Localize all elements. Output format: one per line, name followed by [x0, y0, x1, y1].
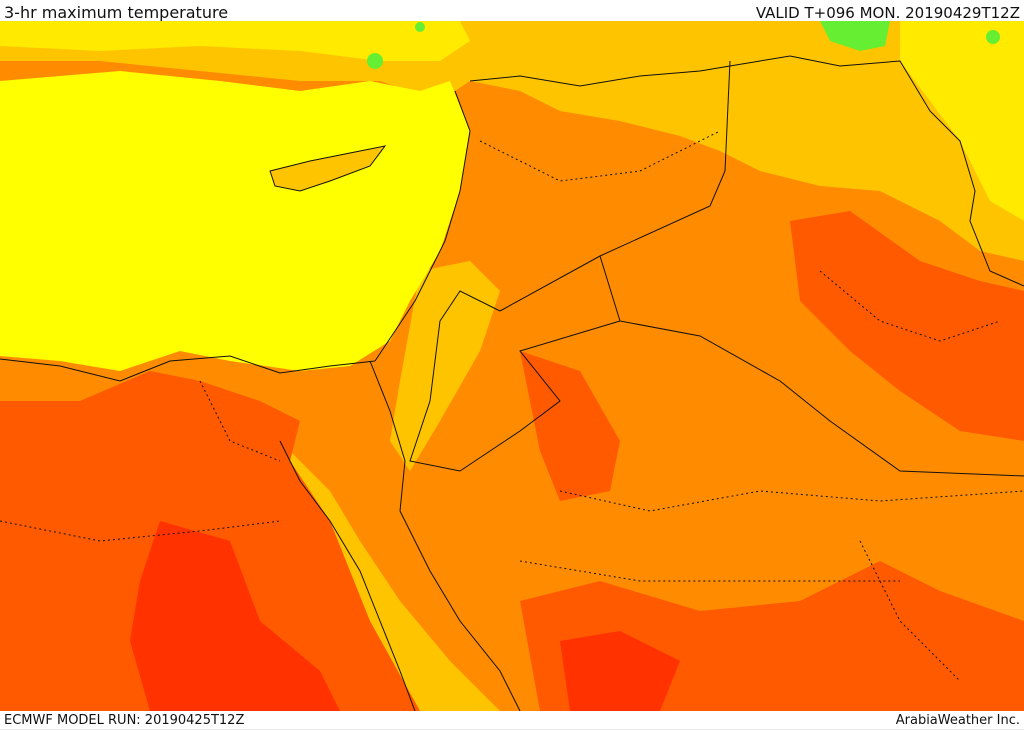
field-green-spot-2 [415, 22, 425, 32]
field-light-orange-north [0, 21, 1024, 261]
border-iraq-syria [499, 60, 731, 312]
internal-boundary-lines [0, 130, 1024, 682]
field-light-yellow-caspian [900, 21, 1024, 221]
map-title: 3-hr maximum temperature [4, 3, 229, 22]
border-jordan [409, 290, 621, 472]
field-green-ne [820, 21, 890, 51]
credit: ArabiaWeather Inc. [895, 713, 1020, 728]
border-iran [789, 55, 1024, 287]
field-light-orange-levant [390, 261, 500, 471]
field-red-orange-nile [130, 521, 340, 711]
internal-boundary-7 [859, 540, 961, 682]
field-green-spot-1 [367, 53, 383, 69]
field-dark-orange-saudi [520, 351, 620, 501]
field-dark-orange-east [790, 211, 1024, 441]
model-run: ECMWF MODEL RUN: 20190425T12Z [4, 713, 245, 728]
internal-boundary-2 [559, 490, 1024, 512]
temperature-map[interactable] [0, 21, 1024, 711]
internal-boundary-1 [0, 520, 281, 542]
border-egypt-israel [369, 360, 406, 462]
border-lines [0, 55, 1024, 711]
field-yellow-mediterranean [0, 71, 470, 371]
field-yellow-cyprus [270, 146, 385, 191]
footer-bar: ECMWF MODEL RUN: 20190425T12Z ArabiaWeat… [0, 711, 1024, 729]
field-green-spot-3 [986, 30, 1000, 44]
border-red-sea-west [279, 440, 416, 711]
border-levant-coast [374, 90, 471, 362]
border-egypt-coast [0, 355, 376, 382]
valid-time: VALID T+096 MON. 20190429T12Z [755, 4, 1020, 22]
header-bar: 3-hr maximum temperature VALID T+096 MON… [0, 0, 1024, 22]
border-cyprus [269, 145, 387, 192]
map-canvas [0, 21, 1024, 711]
field-light-orange-red-sea [280, 441, 500, 711]
border-turkey-south [469, 55, 791, 87]
field-red-orange-sinai [560, 631, 680, 711]
field-light-yellow-coast [0, 21, 470, 61]
border-red-sea-east [399, 460, 521, 711]
internal-boundary-3 [519, 560, 900, 582]
